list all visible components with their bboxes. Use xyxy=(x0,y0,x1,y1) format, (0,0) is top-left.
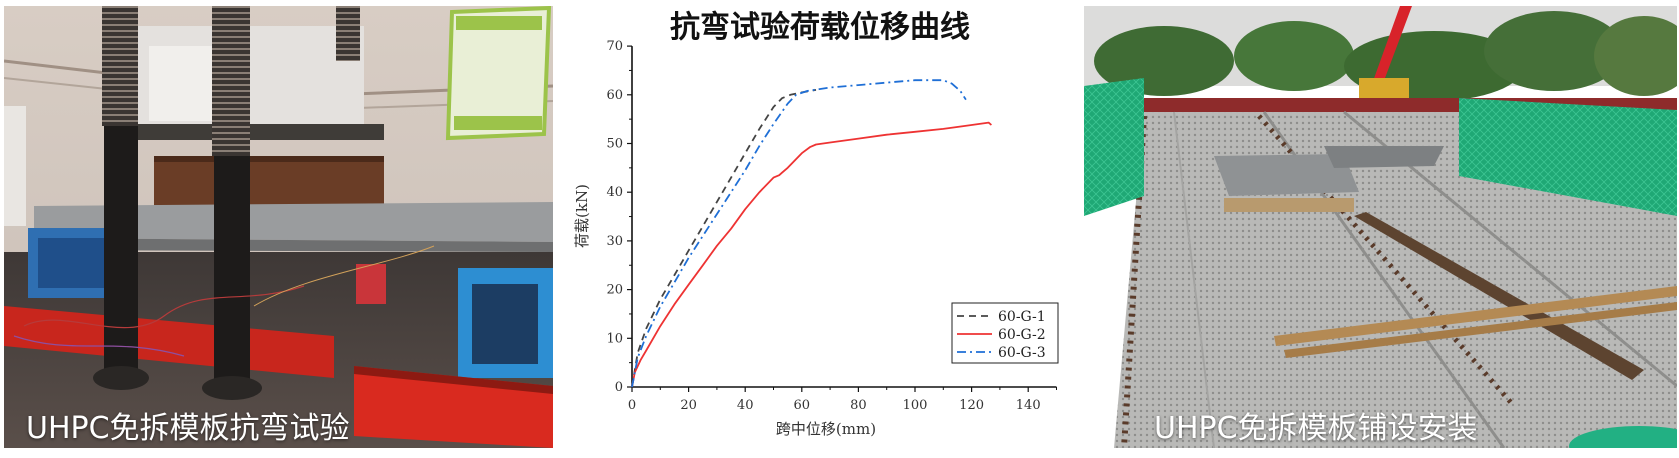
y-tick-label: 0 xyxy=(615,380,623,395)
y-tick-label: 20 xyxy=(606,283,623,298)
right-photo-caption: UHPC免拆模板铺设安装 xyxy=(1154,411,1478,446)
left-photo-caption: UHPC免拆模板抗弯试验 xyxy=(26,411,350,446)
y-tick-label: 60 xyxy=(606,88,623,103)
chart-plot-area: 0 20 40 60 80 100 120 140 0 10 20 30 40 50 60 70 60-G-1… xyxy=(573,39,1059,438)
x-axis-title: 跨中位移(mm) xyxy=(776,420,876,438)
x-tick-label: 0 xyxy=(628,398,636,413)
load-displacement-chart: 抗弯试验荷载位移曲线 0 20 40 60 80 100 120 140 0 10 20 30 40 50… xyxy=(560,0,1080,454)
chart-series xyxy=(631,79,992,388)
x-tick-label: 40 xyxy=(737,398,754,413)
x-tick-label: 60 xyxy=(794,398,811,413)
x-tick-label: 20 xyxy=(680,398,697,413)
chart-title: 抗弯试验荷载位移曲线 xyxy=(670,10,970,45)
installation-site-photo: UHPC免拆模板铺设安装 xyxy=(1084,6,1677,448)
y-tick-label: 70 xyxy=(606,39,623,54)
legend-label: 60-G-1 xyxy=(998,309,1046,325)
x-tick-label: 100 xyxy=(903,398,928,413)
series-60-G-1 xyxy=(631,89,817,388)
y-tick-label: 40 xyxy=(606,185,623,200)
y-tick-label: 50 xyxy=(606,137,623,152)
legend-label: 60-G-2 xyxy=(998,327,1046,343)
x-tick-label: 140 xyxy=(1016,398,1041,413)
y-axis-title: 荷载(kN) xyxy=(573,184,591,248)
x-tick-label: 80 xyxy=(850,398,867,413)
x-tick-label: 120 xyxy=(959,398,984,413)
y-tick-label: 30 xyxy=(606,234,623,249)
y-tick-label: 10 xyxy=(606,331,623,346)
series-60-G-3 xyxy=(631,79,967,388)
test-rig-illustration xyxy=(4,6,553,448)
flexural-test-photo: UHPC免拆模板抗弯试验 xyxy=(4,6,553,448)
chart-legend: 60-G-1 60-G-2 60-G-3 xyxy=(951,302,1059,364)
legend-label: 60-G-3 xyxy=(998,345,1046,361)
site-illustration xyxy=(1084,6,1677,448)
legend-box xyxy=(951,302,1059,364)
series-60-G-2 xyxy=(631,121,992,388)
chart-axes: 0 20 40 60 80 100 120 140 0 10 20 30 40 50 60 70 xyxy=(606,39,1057,413)
